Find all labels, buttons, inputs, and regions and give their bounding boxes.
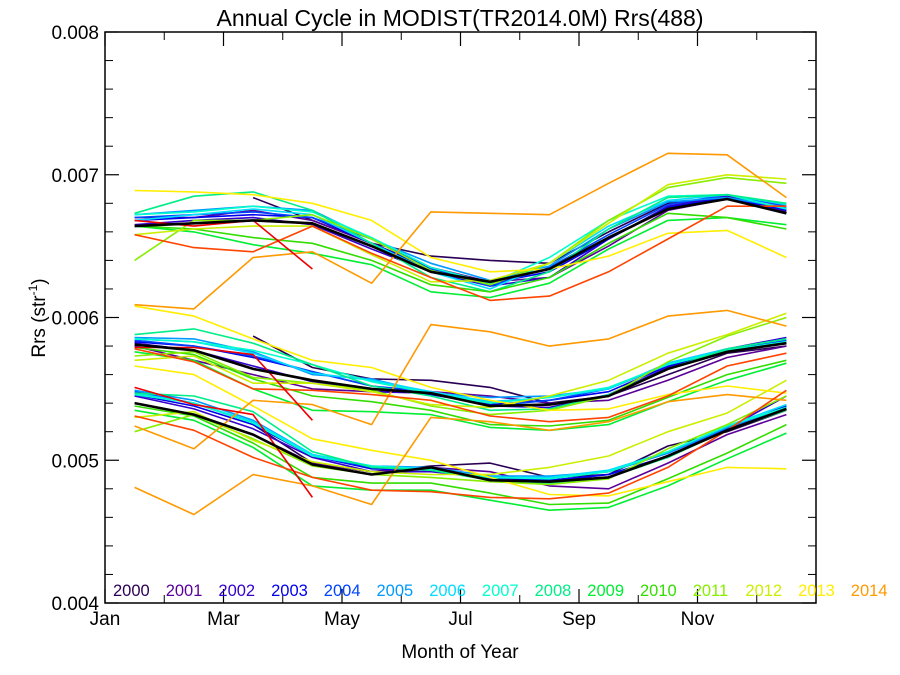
y-axis-title-main: Rrs (str [29, 295, 50, 358]
series-line-2002-high [134, 195, 787, 287]
x-tick-label: May [324, 609, 360, 630]
series-line-2014-mid [134, 309, 787, 450]
series-line-2013-mid [134, 305, 787, 412]
legend: 2000 2001 2002 2003 2004 2005 2006 2007 2008 2009… [113, 582, 888, 600]
series-line-2012-high [134, 174, 787, 283]
series-line-2007-mid [134, 338, 787, 404]
series-line-2012-mid [134, 312, 787, 409]
series-line-2005-high [134, 196, 787, 282]
series-line-extra-17-mid [134, 341, 787, 408]
legend-label-2007: 2007 [482, 582, 519, 600]
legend-label-2001: 2001 [166, 582, 203, 600]
x-tick-label: Jan [90, 609, 121, 630]
series-line-2011-mid [134, 316, 787, 416]
legend-label-2002: 2002 [218, 582, 255, 600]
legend-label-2012: 2012 [745, 582, 782, 600]
legend-label-2004: 2004 [324, 582, 361, 600]
legend-label-2014: 2014 [851, 582, 888, 600]
series-line-2013-low [134, 365, 787, 497]
series-line-2010-low [134, 405, 787, 506]
legend-label-2010: 2010 [640, 582, 677, 600]
y-axis-title: Rrs (str-1) [26, 278, 50, 357]
legend-label-2006: 2006 [429, 582, 466, 600]
series-line-extra-17-high [134, 197, 787, 284]
x-tick-label: Jul [448, 609, 472, 630]
series-line-2000-mid [252, 335, 787, 404]
series-line-2005-low [134, 389, 787, 477]
y-tick-label: 0.005 [51, 451, 99, 472]
y-tick-label: 0.007 [51, 166, 99, 187]
series-line-2009-high [134, 216, 787, 299]
series-line-2007-high [134, 193, 787, 284]
legend-label-2008: 2008 [535, 582, 572, 600]
y-tick-label: 0.006 [51, 309, 99, 330]
series-line-2015-mid [134, 348, 787, 423]
y-axis-title-sup: -1 [26, 284, 40, 295]
plot-frame [104, 31, 817, 604]
legend-label-2013: 2013 [798, 582, 835, 600]
x-tick-label: Sep [562, 609, 596, 630]
legend-label-2005: 2005 [377, 582, 414, 600]
series-line-2014-high [134, 152, 787, 310]
series-line-extra-16-high [134, 219, 313, 270]
series-line-extra-17-low [134, 401, 787, 483]
y-tick-label: 0.008 [51, 23, 99, 44]
series-line-extra-16-low [134, 386, 314, 498]
chart-title: Annual Cycle in MODIST(TR2014.0M) Rrs(48… [217, 5, 704, 31]
legend-label-2003: 2003 [271, 582, 308, 600]
legend-label-2009: 2009 [587, 582, 624, 600]
legend-label-2011: 2011 [693, 582, 728, 600]
legend-label-2000: 2000 [113, 582, 150, 600]
series-line-2014-low [134, 393, 787, 516]
axes-layer: 0.004 0.005 0.006 0.007 0.008 Jan Mar May Jul Sep… [51, 23, 816, 630]
series-line-2015-low [134, 389, 787, 500]
series-line-2015-high [134, 205, 787, 302]
series-line-2004-low [134, 390, 787, 480]
x-tick-label: Mar [207, 609, 240, 630]
y-axis-title-end: ) [29, 278, 50, 284]
series-line-2007-low [134, 393, 787, 480]
x-tick-label: Nov [681, 609, 715, 630]
x-axis-title: Month of Year [401, 642, 519, 663]
series-line-2006-mid [134, 338, 787, 403]
y-tick-label: 0.004 [51, 594, 99, 615]
series-layer [134, 152, 787, 516]
series-line-2008-high [134, 191, 787, 293]
